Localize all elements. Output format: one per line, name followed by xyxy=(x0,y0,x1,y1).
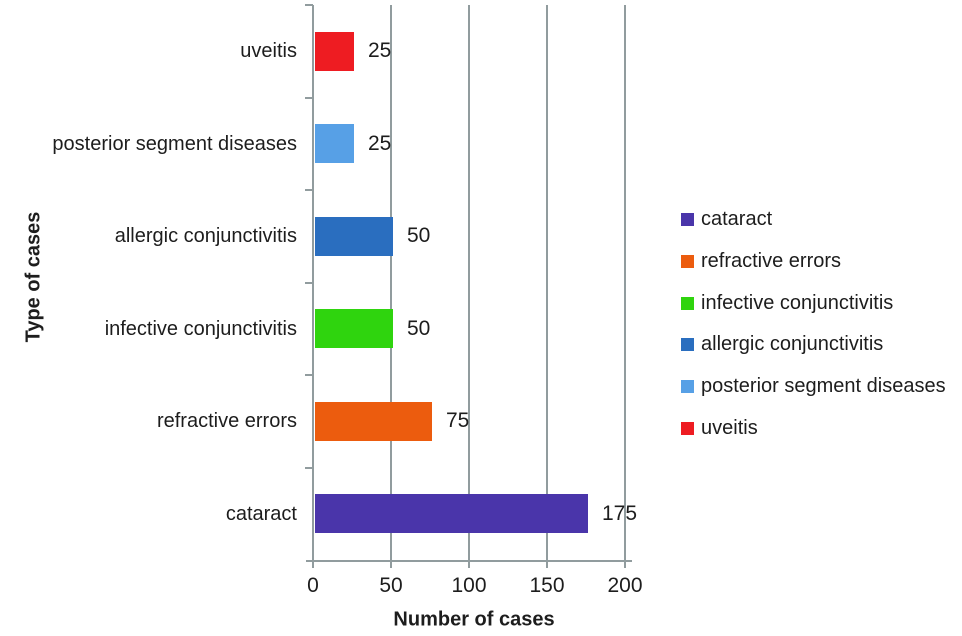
bar xyxy=(315,124,354,163)
bar-value-label: 175 xyxy=(602,502,638,525)
x-tick-label: 0 xyxy=(307,574,319,597)
category-label: allergic conjunctivitis xyxy=(114,225,297,247)
bar-value-label: 25 xyxy=(368,132,392,155)
legend-item: allergic conjunctivitis xyxy=(681,332,883,356)
legend-item: refractive errors xyxy=(681,249,841,273)
x-axis-tick xyxy=(312,560,314,568)
legend-swatch-icon xyxy=(681,254,694,268)
x-tick-label: 100 xyxy=(451,574,487,597)
legend-item: infective conjunctivitis xyxy=(681,291,893,315)
y-axis-tick xyxy=(305,189,313,191)
bar-value-label: 50 xyxy=(407,224,431,247)
x-axis-line xyxy=(306,560,632,562)
legend-swatch-icon xyxy=(681,421,694,435)
category-label: infective conjunctivitis xyxy=(104,318,297,340)
y-axis-tick xyxy=(305,374,313,376)
bar xyxy=(315,309,393,348)
bar-value-label: 75 xyxy=(446,409,470,432)
category-label: refractive errors xyxy=(156,410,297,432)
y-axis-tick xyxy=(305,4,313,6)
x-axis-tick xyxy=(546,560,548,568)
gridline xyxy=(624,5,626,560)
legend: cataract refractive errors infective conju… xyxy=(681,0,961,636)
bar xyxy=(315,402,432,441)
category-label: uveitis xyxy=(240,40,297,62)
legend-swatch-icon xyxy=(681,296,694,310)
legend-swatch-icon xyxy=(681,337,694,351)
x-axis-tick xyxy=(624,560,626,568)
bar-value-label: 50 xyxy=(407,317,431,340)
category-label: cataract xyxy=(225,503,297,525)
bar xyxy=(315,32,354,71)
gridline xyxy=(546,5,548,560)
legend-label: allergic conjunctivitis xyxy=(701,332,884,355)
x-axis-tick xyxy=(468,560,470,568)
gridline xyxy=(312,5,314,560)
bar xyxy=(315,494,588,533)
x-axis-tick xyxy=(390,560,392,568)
y-axis-title: Type of cases xyxy=(22,211,45,343)
x-tick-label: 200 xyxy=(607,574,643,597)
bar-value-label: 25 xyxy=(368,39,392,62)
legend-swatch-icon xyxy=(681,379,694,393)
legend-label: uveitis xyxy=(701,416,758,439)
y-axis-tick xyxy=(305,282,313,284)
legend-label: infective conjunctivitis xyxy=(701,291,894,314)
legend-label: cataract xyxy=(701,207,773,230)
legend-item: cataract xyxy=(681,207,772,231)
legend-swatch-icon xyxy=(681,212,694,226)
bar xyxy=(315,217,393,256)
x-tick-label: 50 xyxy=(379,574,403,597)
legend-label: refractive errors xyxy=(701,249,842,272)
gridline xyxy=(390,5,392,560)
legend-item: uveitis xyxy=(681,416,758,440)
x-axis-title: Number of cases xyxy=(393,608,555,631)
legend-item: posterior segment diseases xyxy=(681,374,946,398)
gridline xyxy=(468,5,470,560)
x-tick-label: 150 xyxy=(529,574,565,597)
legend-label: posterior segment diseases xyxy=(701,374,946,397)
category-label: posterior segment diseases xyxy=(52,133,297,155)
y-axis-tick xyxy=(305,467,313,469)
y-axis-tick xyxy=(305,97,313,99)
